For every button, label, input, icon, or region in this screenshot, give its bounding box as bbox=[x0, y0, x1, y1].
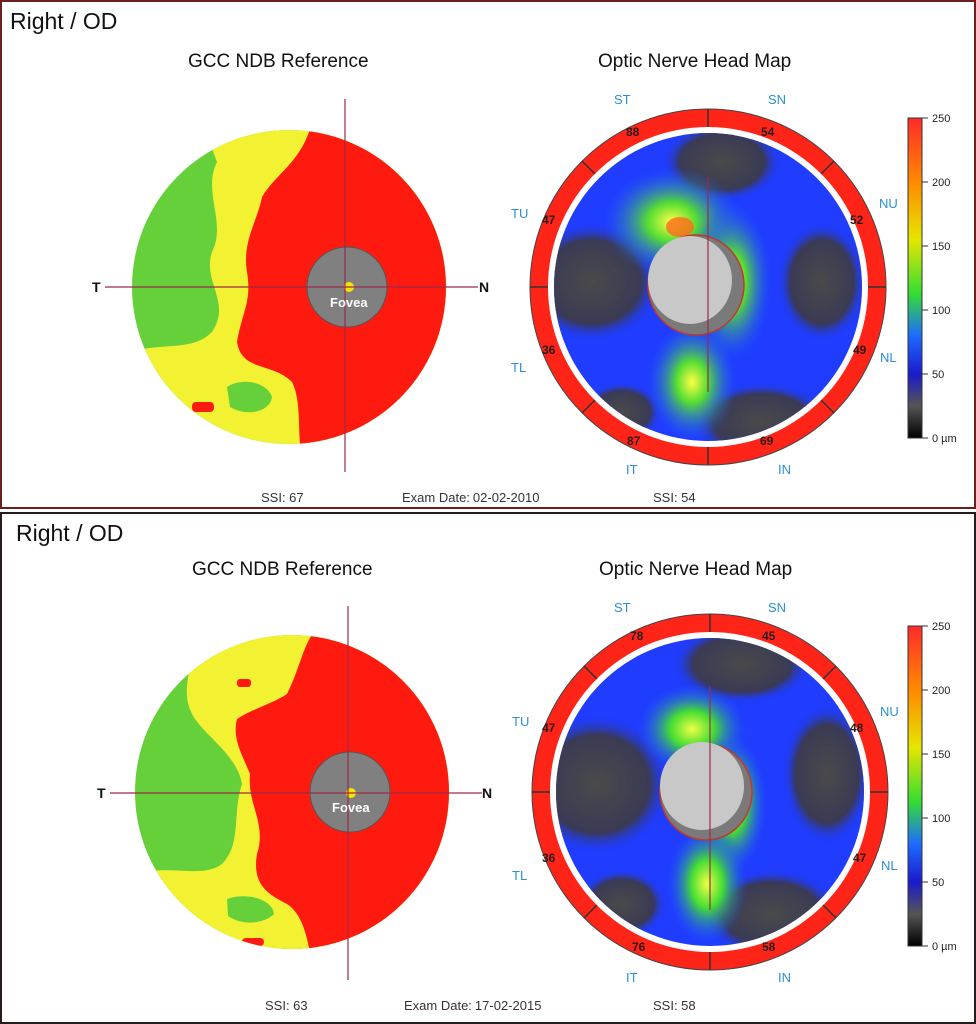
sector-label-st: ST bbox=[614, 600, 631, 615]
thickness-color-scale: 250 200 150 100 50 0 µm bbox=[907, 621, 957, 953]
ring-value-sn: 54 bbox=[761, 125, 775, 139]
scale-tick-0: 0 µm bbox=[932, 433, 957, 445]
scale-tick-100: 100 bbox=[932, 305, 950, 317]
sector-label-it: IT bbox=[626, 462, 638, 477]
gcc-map-title: GCC NDB Reference bbox=[192, 559, 373, 580]
ring-value-in: 69 bbox=[760, 434, 774, 448]
scale-tick-50: 50 bbox=[932, 369, 944, 381]
onh-ssi: SSI: 58 bbox=[653, 998, 696, 1013]
fovea-label: Fovea bbox=[332, 800, 370, 815]
maps-canvas: Fovea T N bbox=[92, 92, 957, 477]
onh-map-title: Optic Nerve Head Map bbox=[599, 559, 793, 580]
gcc-ssi: SSI: 67 bbox=[261, 490, 304, 505]
gcc-ssi: SSI: 63 bbox=[265, 998, 308, 1013]
scale-tick-100: 100 bbox=[932, 813, 950, 825]
gcc-map-title: GCC NDB Reference bbox=[188, 51, 369, 72]
scale-tick-150: 150 bbox=[932, 749, 950, 761]
sector-label-sn: SN bbox=[768, 600, 786, 615]
sector-label-nl: NL bbox=[881, 858, 898, 873]
sector-label-in: IN bbox=[778, 970, 791, 985]
ring-value-sn: 45 bbox=[762, 629, 776, 643]
exam-date: Exam Date: 17-02-2015 bbox=[404, 998, 541, 1013]
ring-value-st: 88 bbox=[626, 125, 640, 139]
onh-map-title: Optic Nerve Head Map bbox=[598, 51, 792, 72]
scale-tick-250: 250 bbox=[932, 621, 950, 633]
ring-value-st: 78 bbox=[630, 629, 644, 643]
exam-date-value: 02-02-2010 bbox=[472, 490, 540, 505]
onh-thickness-map: 88 54 52 49 69 87 36 47 ST SN NU NL IN I… bbox=[511, 92, 898, 477]
ring-value-nl: 47 bbox=[853, 851, 867, 865]
gcc-axis-t: T bbox=[97, 785, 106, 801]
scale-tick-250: 250 bbox=[932, 113, 950, 125]
ring-value-it: 76 bbox=[632, 940, 646, 954]
sector-label-sn: SN bbox=[768, 92, 786, 107]
exam-date: Exam Date: 02-02-2010 bbox=[402, 490, 539, 505]
ring-value-tu: 47 bbox=[542, 213, 556, 227]
gcc-deviation-map: Fovea T N bbox=[92, 99, 489, 472]
sector-label-tl: TL bbox=[512, 868, 527, 883]
sector-label-tu: TU bbox=[511, 206, 528, 221]
scale-tick-200: 200 bbox=[932, 177, 950, 189]
fovea-label: Fovea bbox=[330, 295, 368, 310]
ring-value-tl: 36 bbox=[542, 343, 556, 357]
ring-value-in: 58 bbox=[762, 940, 776, 954]
thickness-color-scale: 250 200 150 100 50 0 µm bbox=[907, 113, 957, 445]
ring-value-nu: 52 bbox=[850, 213, 864, 227]
scale-tick-150: 150 bbox=[932, 241, 950, 253]
sector-label-nu: NU bbox=[879, 196, 898, 211]
scale-tick-0: 0 µm bbox=[932, 941, 957, 953]
sector-label-tu: TU bbox=[512, 714, 529, 729]
ring-value-tu: 47 bbox=[542, 721, 556, 735]
ring-value-nu: 48 bbox=[850, 721, 864, 735]
eye-label: Right / OD bbox=[16, 520, 124, 546]
exam-date-value: 17-02-2015 bbox=[474, 998, 542, 1013]
eye-label: Right / OD bbox=[10, 8, 118, 34]
gcc-deviation-map: Fovea T N bbox=[97, 606, 492, 980]
exam-date-label: Exam Date: bbox=[402, 490, 470, 505]
scale-tick-200: 200 bbox=[932, 685, 950, 697]
ring-value-it: 87 bbox=[627, 434, 641, 448]
exam-panel-2010: Right / OD GCC NDB Reference Optic Nerve… bbox=[0, 0, 976, 509]
sector-label-st: ST bbox=[614, 92, 631, 107]
sector-label-it: IT bbox=[626, 970, 638, 985]
scale-tick-50: 50 bbox=[932, 877, 944, 889]
ring-value-tl: 36 bbox=[542, 851, 556, 865]
sector-label-nu: NU bbox=[880, 704, 899, 719]
gcc-axis-t: T bbox=[92, 279, 101, 295]
maps-canvas: Fovea T N bbox=[97, 600, 957, 985]
gcc-axis-n: N bbox=[479, 279, 489, 295]
exam-date-label: Exam Date: bbox=[404, 998, 472, 1013]
gcc-axis-n: N bbox=[482, 785, 492, 801]
sector-label-in: IN bbox=[778, 462, 791, 477]
onh-ssi: SSI: 54 bbox=[653, 490, 696, 505]
sector-label-nl: NL bbox=[880, 350, 897, 365]
exam-panel-2015: Right / OD GCC NDB Reference Optic Nerve… bbox=[0, 512, 976, 1024]
sector-label-tl: TL bbox=[511, 360, 526, 375]
ring-value-nl: 49 bbox=[853, 343, 867, 357]
onh-thickness-map: 78 45 48 47 58 76 36 47 ST SN NU NL IN I… bbox=[512, 600, 899, 985]
